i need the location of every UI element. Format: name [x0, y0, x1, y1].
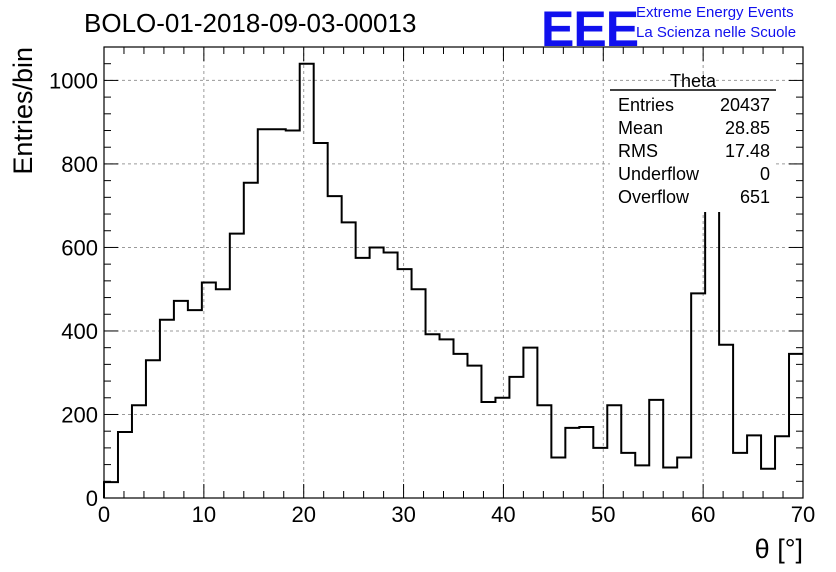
logo-tagline-1: Extreme Energy Events	[636, 4, 794, 21]
histogram-bin	[733, 453, 747, 498]
histogram-bin	[202, 283, 216, 498]
logo-tagline-2: La Scienza nelle Scuole	[636, 24, 797, 41]
histogram-bin	[705, 187, 719, 498]
histogram-bin	[523, 348, 537, 498]
histogram-bin	[747, 435, 761, 498]
histogram-bin	[481, 402, 495, 498]
histogram-bin	[146, 360, 160, 498]
histogram-bin	[607, 405, 621, 498]
histogram-bin	[593, 448, 607, 498]
histogram-bin	[440, 339, 454, 498]
histogram-bin	[677, 457, 691, 498]
x-tick-label: 0	[98, 502, 110, 527]
stats-box	[610, 82, 776, 212]
histogram-bin	[370, 247, 384, 498]
histogram-bin	[384, 252, 398, 498]
histogram-bin	[621, 453, 635, 498]
histogram-bin	[118, 432, 132, 498]
histogram-series	[103, 62, 803, 498]
histogram-bin	[537, 405, 551, 498]
histogram-bin	[635, 465, 649, 498]
histogram-bin	[104, 482, 118, 498]
histogram-bin	[761, 469, 775, 498]
histogram-bin	[356, 258, 370, 498]
stats-label: Overflow	[618, 187, 690, 207]
x-tick-label: 10	[192, 502, 216, 527]
stats-label: Entries	[618, 95, 674, 115]
stats-value: 17.48	[725, 141, 770, 161]
stats-value: 28.85	[725, 118, 770, 138]
histogram-bin	[789, 354, 803, 498]
x-axis-title: θ [°]	[755, 534, 803, 564]
histogram-bin	[579, 427, 593, 498]
histogram-bin	[244, 183, 258, 498]
histogram-bin	[663, 468, 677, 498]
histogram-bin	[719, 345, 733, 498]
histogram-bin	[412, 289, 426, 498]
x-tick-label: 40	[491, 502, 515, 527]
histogram-bin	[216, 289, 230, 498]
stats-value: 20437	[720, 95, 770, 115]
histogram-bin	[314, 143, 328, 498]
stats-value: 651	[740, 187, 770, 207]
histogram-bin	[495, 398, 509, 498]
histogram-bin	[230, 234, 244, 498]
histogram-bin	[160, 320, 174, 498]
x-tick-label: 50	[591, 502, 615, 527]
histogram-bin	[691, 293, 705, 498]
y-tick-label: 1000	[49, 68, 98, 93]
x-tick-label: 70	[791, 502, 815, 527]
plot-frame	[103, 46, 804, 499]
histogram-bin	[258, 129, 272, 498]
y-axis-title: Entries/bin	[8, 47, 38, 175]
x-tick-label: 30	[391, 502, 415, 527]
histogram-bin	[328, 196, 342, 498]
stats-label: Underflow	[618, 164, 700, 184]
chart-title: BOLO-01-2018-09-03-00013	[84, 8, 417, 38]
y-tick-label: 600	[61, 235, 98, 260]
histogram-bin	[272, 129, 286, 498]
eee-logo: EEE	[541, 1, 639, 57]
y-tick-label: 800	[61, 152, 98, 177]
y-tick-label: 400	[61, 319, 98, 344]
histogram-bin	[188, 310, 202, 498]
y-tick-label: 0	[86, 486, 98, 511]
x-tick-label: 20	[291, 502, 315, 527]
histogram-bin	[426, 334, 440, 498]
histogram-bin	[454, 354, 468, 498]
histogram-bin	[286, 131, 300, 498]
histogram-bin	[174, 301, 188, 498]
histogram-bin	[300, 64, 314, 498]
histogram-bin	[565, 428, 579, 498]
histogram-bin	[509, 377, 523, 498]
stats-name: Theta	[670, 71, 717, 91]
histogram-bin	[398, 269, 412, 498]
histogram-bin	[467, 366, 481, 498]
x-tick-label: 60	[691, 502, 715, 527]
stats-label: Mean	[618, 118, 663, 138]
histogram-bin	[775, 436, 789, 498]
histogram-bin	[342, 222, 356, 498]
stats-value: 0	[760, 164, 770, 184]
histogram-bin	[551, 457, 565, 498]
y-tick-label: 200	[61, 402, 98, 427]
histogram-bin	[649, 400, 663, 498]
histogram-bin	[132, 405, 146, 498]
stats-label: RMS	[618, 141, 658, 161]
